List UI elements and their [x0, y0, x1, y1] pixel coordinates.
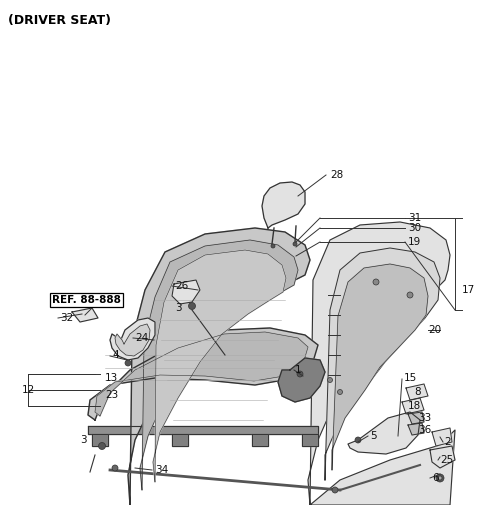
Text: REF. 88-888: REF. 88-888 [52, 295, 121, 305]
Text: 36: 36 [418, 425, 431, 435]
Circle shape [355, 437, 361, 443]
Text: 19: 19 [408, 237, 421, 247]
Polygon shape [406, 384, 428, 400]
Circle shape [337, 389, 343, 394]
Circle shape [327, 378, 333, 382]
Polygon shape [408, 423, 424, 435]
Polygon shape [402, 398, 424, 414]
Polygon shape [432, 428, 452, 446]
Polygon shape [88, 328, 318, 420]
Text: 8: 8 [414, 387, 420, 397]
Text: 3: 3 [80, 435, 86, 445]
Text: (DRIVER SEAT): (DRIVER SEAT) [8, 14, 111, 27]
Circle shape [436, 474, 444, 482]
Text: 20: 20 [428, 325, 441, 335]
Polygon shape [348, 412, 420, 454]
Text: 31: 31 [408, 213, 421, 223]
Text: 28: 28 [330, 170, 343, 180]
Circle shape [332, 487, 338, 493]
Text: 4: 4 [112, 350, 119, 360]
Text: 12: 12 [22, 385, 35, 395]
Polygon shape [332, 264, 428, 470]
Text: 17: 17 [462, 285, 475, 295]
Polygon shape [140, 240, 298, 490]
Text: 25: 25 [440, 455, 453, 465]
Polygon shape [92, 434, 108, 446]
Polygon shape [128, 228, 310, 505]
Text: 13: 13 [105, 373, 118, 383]
Polygon shape [172, 434, 188, 446]
Text: 6: 6 [432, 473, 439, 483]
Circle shape [293, 242, 297, 246]
Polygon shape [172, 280, 200, 304]
Polygon shape [110, 318, 155, 360]
Text: 3: 3 [175, 303, 181, 313]
Circle shape [271, 244, 275, 248]
Text: 32: 32 [60, 313, 73, 323]
Text: 26: 26 [175, 281, 188, 291]
Text: 5: 5 [370, 431, 377, 441]
Polygon shape [95, 332, 308, 416]
Polygon shape [153, 250, 286, 482]
Text: 23: 23 [105, 390, 118, 400]
Text: 15: 15 [404, 373, 417, 383]
Polygon shape [262, 182, 305, 228]
Polygon shape [88, 426, 318, 434]
Polygon shape [308, 222, 450, 505]
Text: 2: 2 [444, 437, 451, 447]
Circle shape [297, 371, 303, 377]
Circle shape [98, 442, 106, 449]
Circle shape [438, 476, 442, 480]
Polygon shape [302, 434, 318, 446]
Text: 30: 30 [408, 223, 421, 233]
Text: 18: 18 [408, 401, 421, 411]
Polygon shape [72, 308, 98, 322]
Polygon shape [408, 412, 424, 424]
Polygon shape [278, 358, 325, 402]
Polygon shape [252, 434, 268, 446]
Text: 24: 24 [135, 333, 148, 343]
Polygon shape [430, 446, 455, 468]
Circle shape [189, 302, 195, 310]
Circle shape [112, 465, 118, 471]
Circle shape [373, 279, 379, 285]
Polygon shape [325, 248, 440, 480]
Text: 34: 34 [155, 465, 168, 475]
Text: 33: 33 [418, 413, 431, 423]
Polygon shape [115, 324, 150, 356]
Polygon shape [310, 430, 455, 505]
Text: 1: 1 [295, 365, 301, 375]
Circle shape [407, 292, 413, 298]
Circle shape [125, 360, 131, 366]
